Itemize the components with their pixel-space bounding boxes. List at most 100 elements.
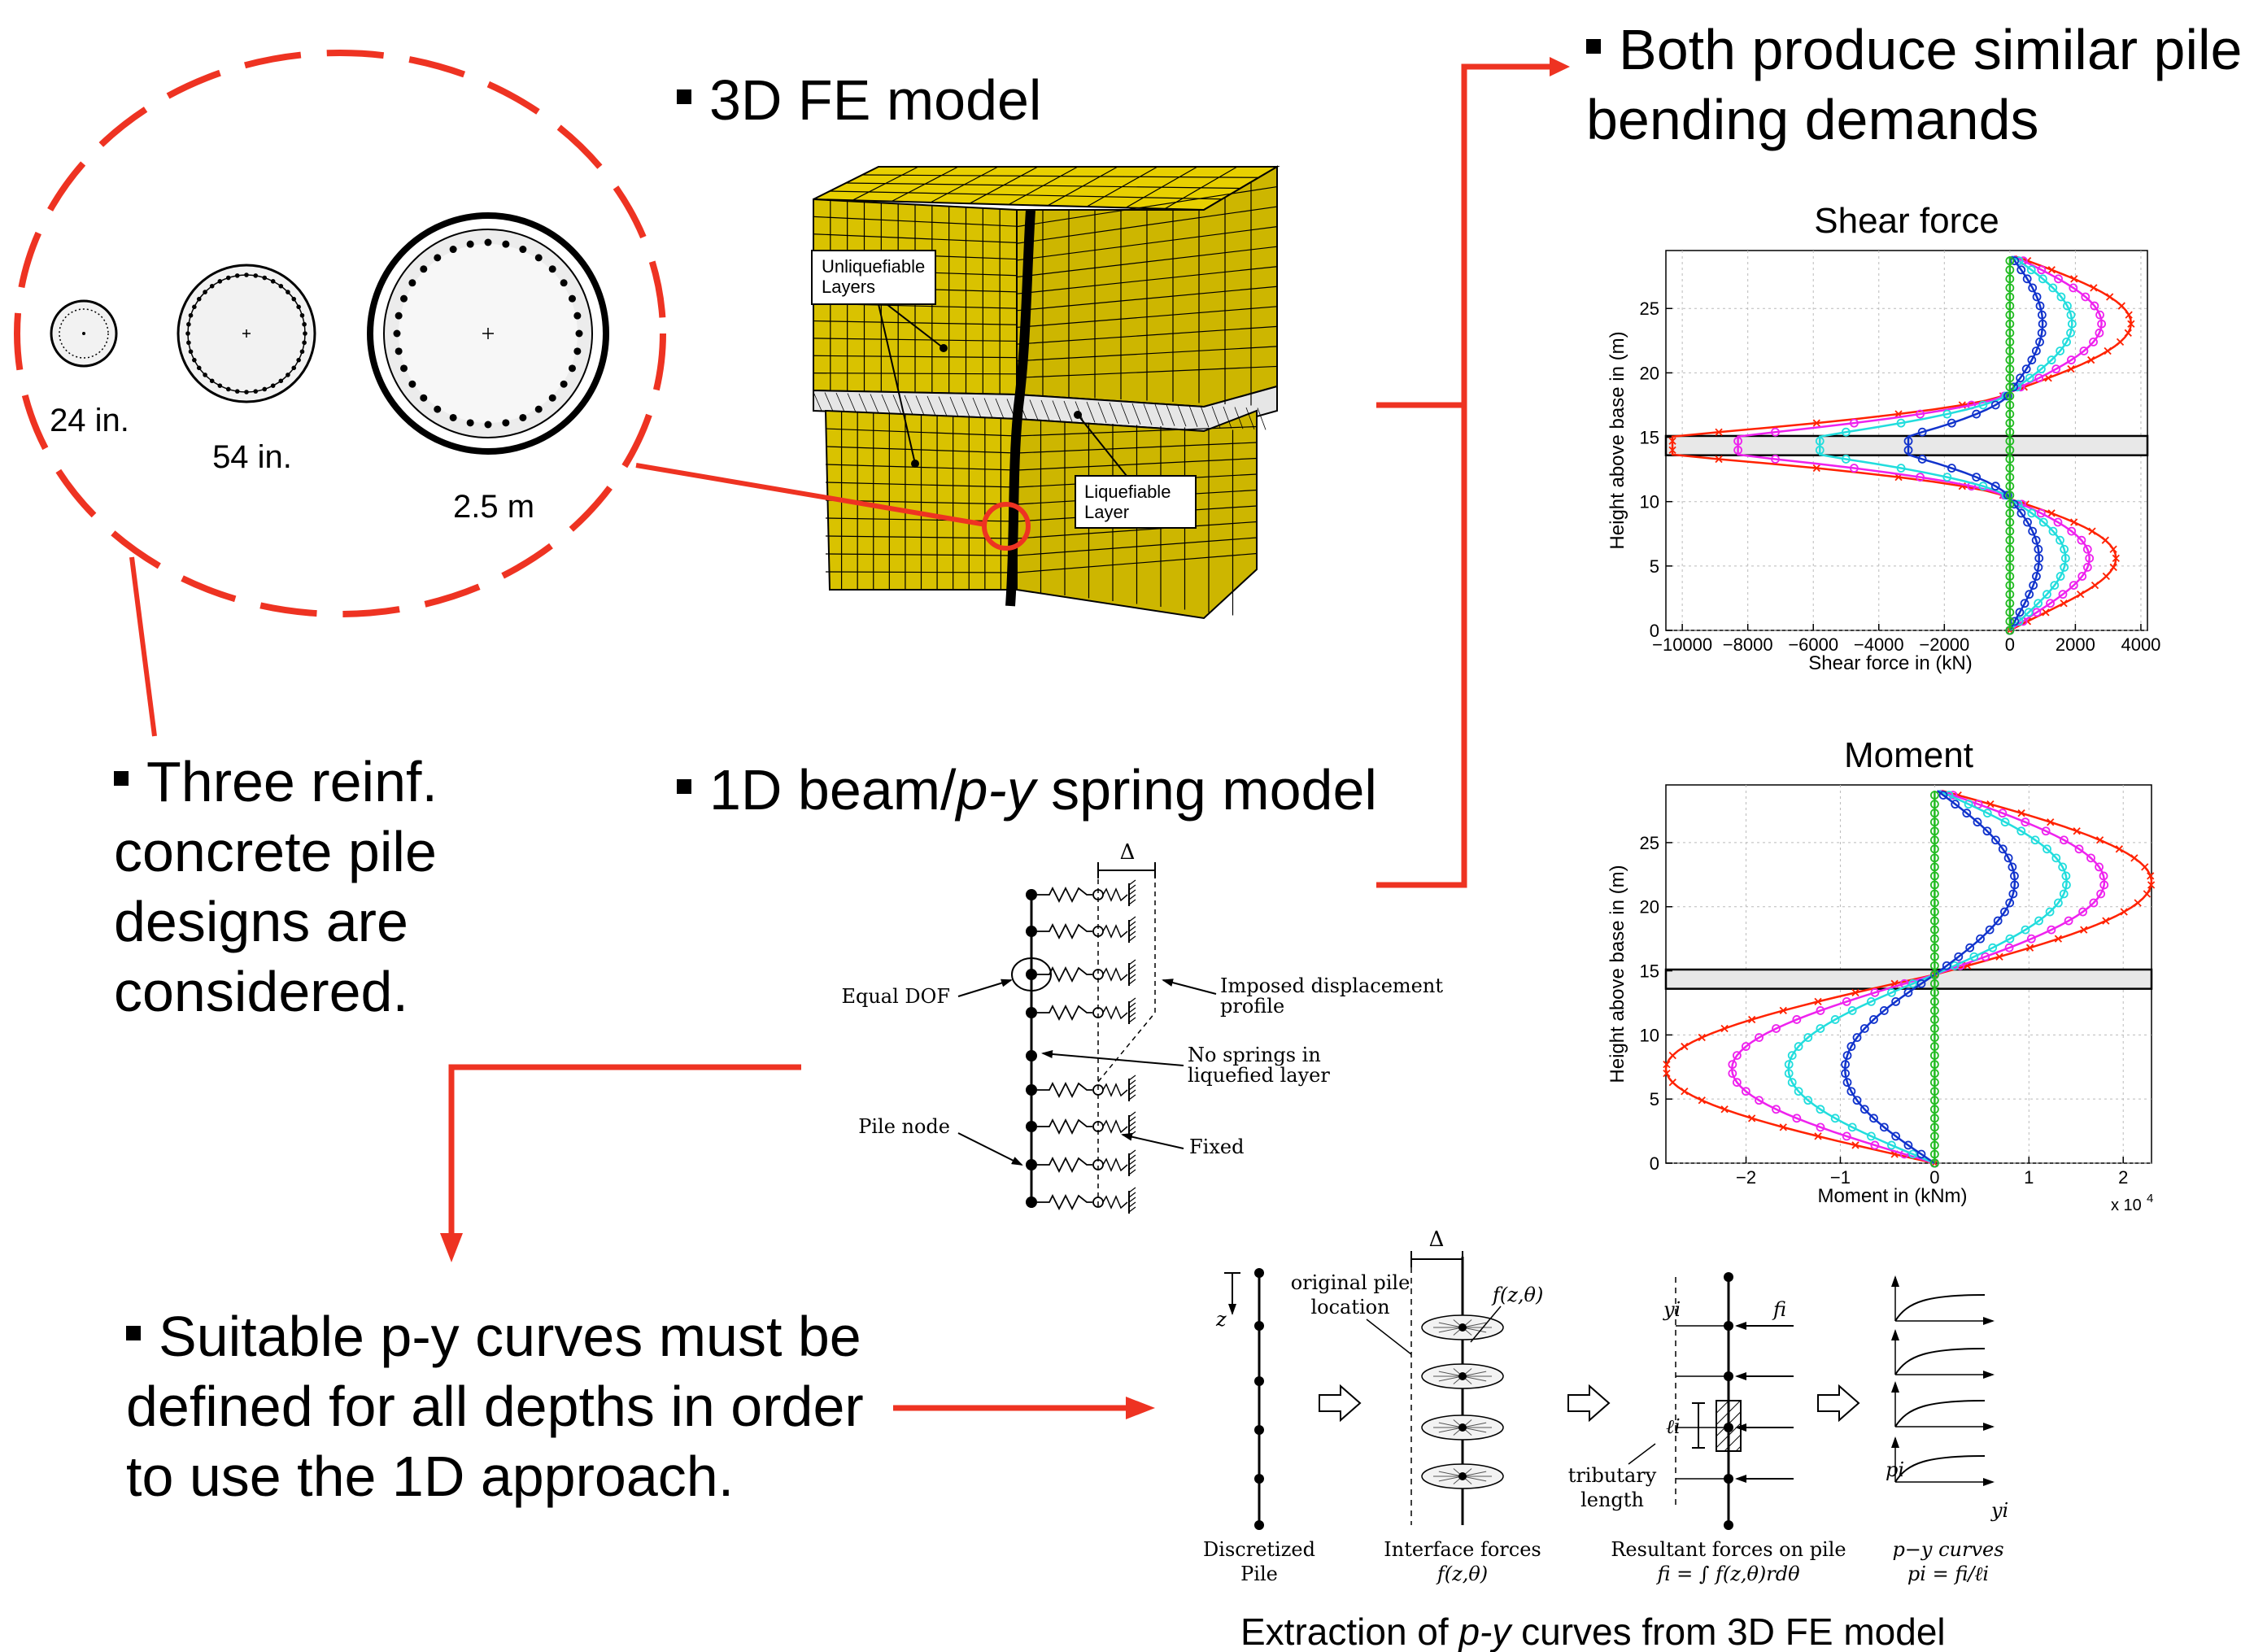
series-marker [2005,347,2015,355]
series-marker [2050,581,2060,590]
series-marker [1929,1114,1939,1123]
y-axis-label: Height above base in (m) [1607,331,1628,549]
series-marker [2029,581,2038,590]
series-marker [2028,526,2038,536]
series-marker [1929,1087,1939,1096]
series-marker [2074,844,2084,854]
series-marker [2005,455,2015,464]
spring-icon [1102,1083,1128,1097]
series-marker [1903,987,1913,997]
series-marker [2008,862,2017,872]
series-marker [2004,943,2014,952]
pile-node-dot [1724,1520,1733,1530]
fe-model-text: 3D FE model [709,68,1042,132]
series-marker [1842,1131,1851,1141]
series-marker [1748,1114,1756,1122]
series-marker [1929,1122,1939,1132]
series-marker [1962,809,1972,818]
series-marker [1908,1149,1917,1159]
series-marker [2088,527,2096,535]
tributary-li-label: ℓi [1666,1415,1681,1438]
chart-title: Moment [1844,735,1973,775]
series-marker [2005,590,2015,599]
series-marker [1929,1105,1939,1114]
discretized-label-2: Pile [1240,1563,1278,1585]
series-marker [1720,1024,1729,1033]
series-marker [2099,880,2109,890]
series-marker [2015,608,2025,617]
interface-force-fzt-label: f(z,θ) [1491,1284,1543,1306]
pile-label-2-5m: 2.5 m [453,489,534,525]
resultant-label-1: Resultant forces on pile [1611,1538,1846,1561]
series-marker [2060,835,2069,845]
series-marker [1929,907,1939,917]
series-marker [1733,436,1742,446]
series-marker [1852,1096,1862,1105]
py-curves-label-1: p−y curves [1892,1538,2003,1561]
series-marker [2066,328,2075,338]
series-marker [2147,872,2155,880]
pile-node-dot [1254,1520,1264,1530]
series-marker [2005,599,2015,608]
caption-py: p-y [1457,1611,1513,1652]
series-marker [1814,1132,1822,1140]
series-marker [2005,625,2015,635]
series-marker [2005,482,2015,491]
series-marker [2025,373,2034,383]
series-marker [1981,952,1990,961]
series-marker [2087,355,2095,364]
series-marker [1916,979,1926,988]
series-marker [2037,328,2047,338]
py-curve [1894,1455,1986,1483]
series-marker [2112,554,2120,562]
series-marker [1908,979,1917,988]
series-marker [2090,301,2099,311]
series-marker [2032,572,2041,581]
series-marker [1887,1140,1896,1150]
series-marker [2082,563,2092,572]
series-marker [2005,544,2015,554]
series-marker [2047,355,2056,364]
series-marker [1852,1033,1862,1042]
chart-title: Shear force [1814,201,1999,241]
x-tick-label: 2000 [2056,634,2095,655]
y-tick-label: 15 [1640,428,1659,448]
series-marker [1929,1060,1939,1070]
original-pile-label-1: original pile [1291,1271,1410,1294]
series-marker [1929,1051,1939,1060]
series-marker [2095,328,2104,338]
series-marker [2069,581,2078,590]
series-marker [1842,1078,1852,1088]
series-marker [1772,1024,1781,1033]
series-marker [2109,545,2117,553]
series-marker [1859,1105,1869,1114]
resultant-label-2: fi = ∫ f(z,θ)rdθ [1655,1563,1800,1585]
x-tick-label: −6000 [1788,634,1838,655]
series-marker [2095,310,2104,320]
series-marker [2034,916,2043,926]
series-marker [2016,826,2026,836]
series-marker [1830,1114,1840,1123]
series-marker [1815,445,1825,455]
series-marker [1929,1131,1939,1141]
series-marker [1816,1105,1825,1114]
caption-pre: Extraction of [1240,1611,1458,1652]
equal-dof-label: Equal DOF [841,985,950,1008]
series-marker [1812,419,1820,427]
series-marker [1896,418,1906,428]
discretized-label-1: Discretized [1203,1538,1315,1561]
extraction-delta-label: Δ [1429,1227,1445,1252]
series-marker [1988,943,1998,952]
pile-section-24in [50,299,118,368]
x-tick-label: −1 [1830,1167,1851,1188]
series-marker [1698,1033,1706,1042]
series-marker [1792,1114,1802,1123]
series-marker [2026,265,2036,275]
spring-icon [1102,924,1128,939]
series-marker [2038,274,2047,284]
pile-node-dot [1458,1372,1467,1380]
series-marker [2062,880,2071,890]
series-marker [2005,265,2015,275]
spring-icon [1037,1156,1092,1174]
series-marker [1929,1024,1939,1033]
